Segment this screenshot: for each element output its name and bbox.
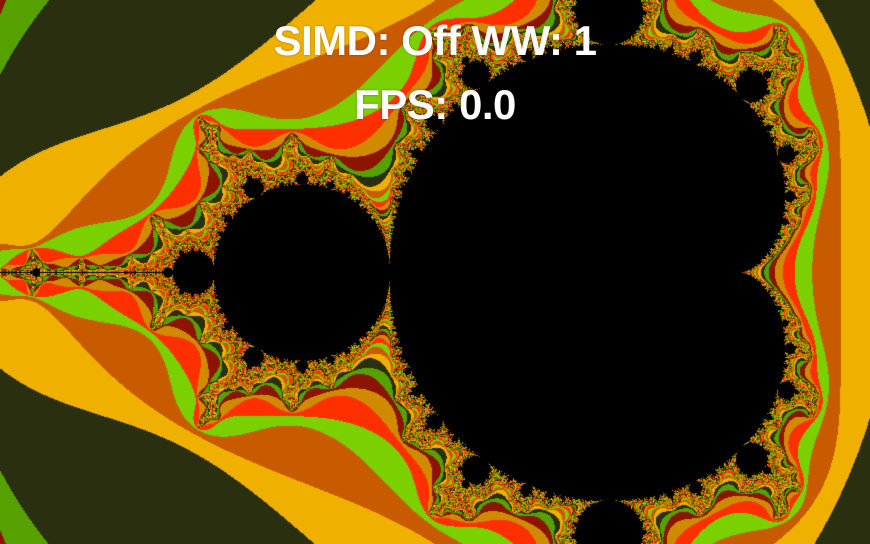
- fractal-viewport[interactable]: SIMD: Off WW: 1 FPS: 0.0: [0, 0, 870, 544]
- mandelbrot-canvas[interactable]: [0, 0, 870, 544]
